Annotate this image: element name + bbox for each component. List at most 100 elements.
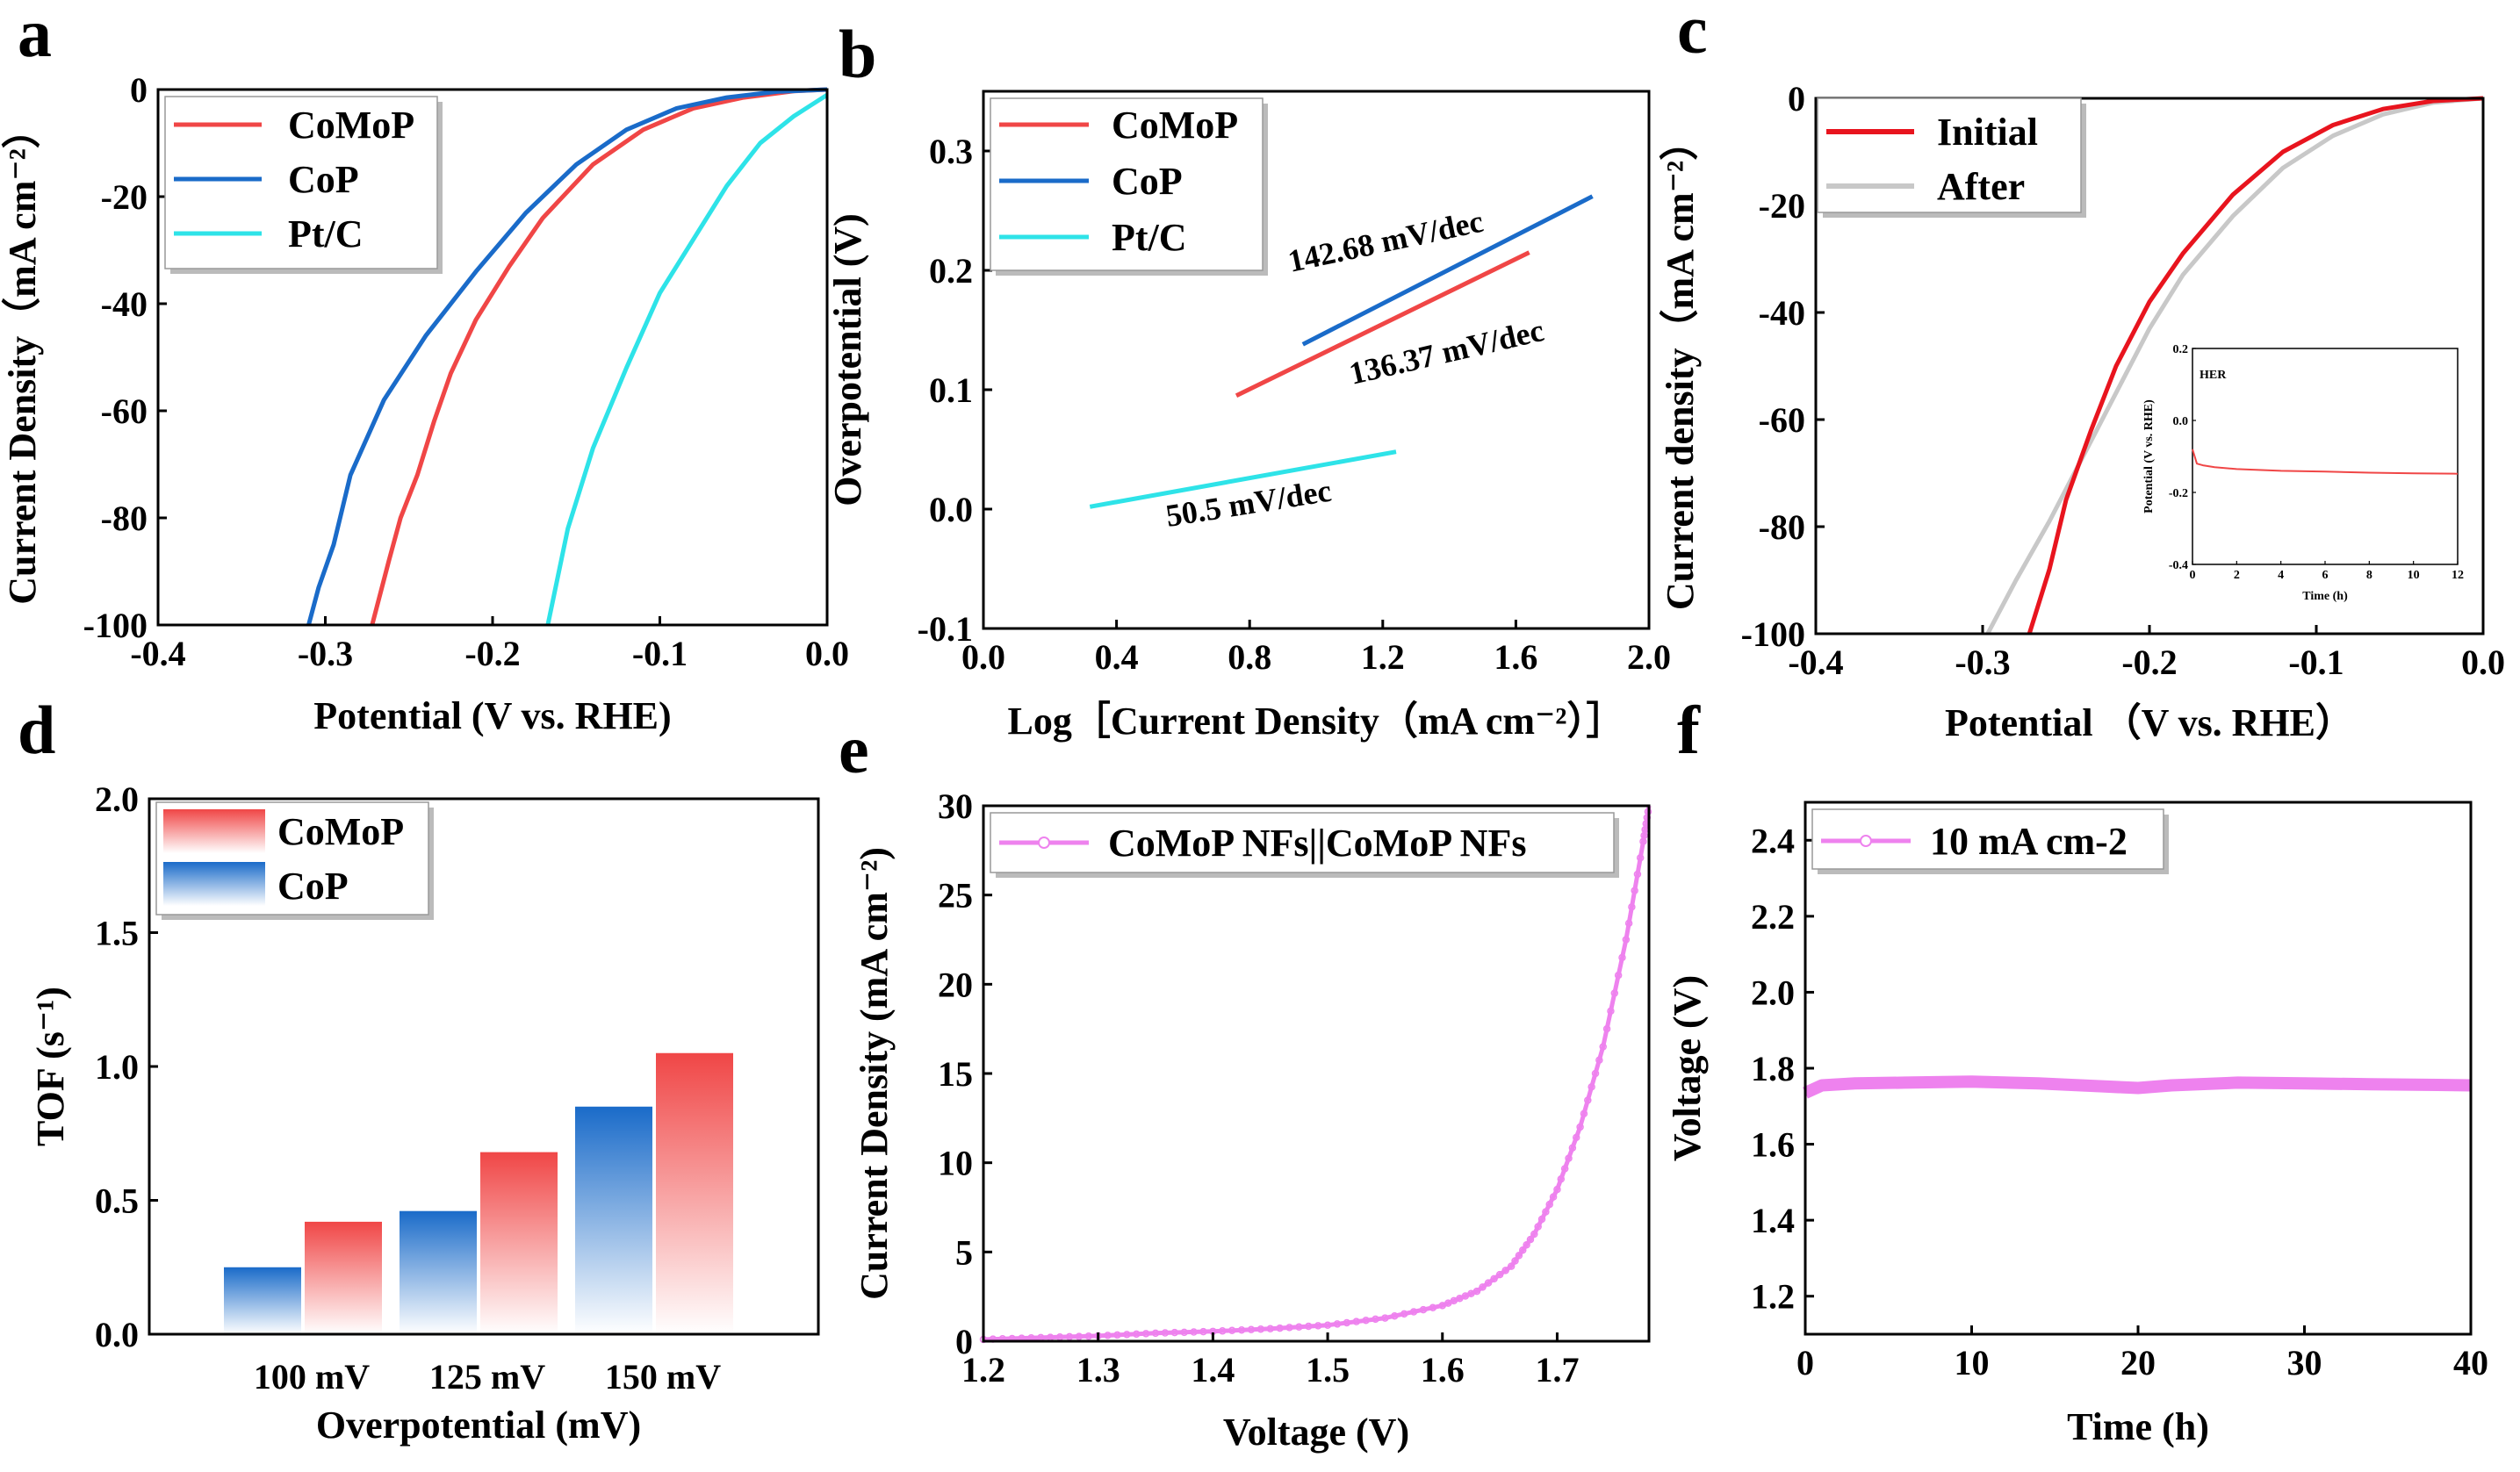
e-data-marker [1084, 1332, 1093, 1340]
e-data-marker [1636, 854, 1645, 862]
e-data-marker [1419, 1305, 1428, 1314]
f-plot-frame [1804, 801, 2473, 1336]
e-data-marker [1490, 1275, 1498, 1283]
e-data-marker [1495, 1270, 1504, 1279]
e-data-marker [1123, 1331, 1131, 1339]
c-ytick-label: 0 [1788, 79, 1805, 118]
e-data-marker [1323, 1321, 1332, 1329]
a-legend-label: CoMoP [288, 104, 414, 147]
d-legend-label: CoP [277, 865, 349, 908]
e-data-marker [1591, 1069, 1600, 1078]
e-y-axis-label: Current Density (mA cm⁻²) [853, 847, 896, 1300]
a-xtick-label: -0.2 [464, 634, 520, 673]
e-data-marker [1624, 919, 1633, 928]
panel-d: 100 mV 125 mV 150 mV 0.0 0.5 1.0 1.5 2.0 Overpot… [29, 779, 820, 1447]
f-xtick-label: 10 [1955, 1343, 1990, 1382]
e-data-marker [1381, 1314, 1389, 1322]
b-ytick-label: 0.0 [929, 490, 973, 529]
e-data-marker [1614, 971, 1623, 980]
panel-a: -0.4 -0.3 -0.2 -0.1 0.0 0 -20 -40 -60 -80 -100 Pote… [1, 70, 849, 737]
e-ytick-label: 30 [938, 786, 973, 826]
e-data-marker [1075, 1332, 1084, 1340]
c-legend-label: Initial [1937, 111, 2038, 154]
e-data-marker [1588, 1083, 1595, 1091]
c-xtick-label: 0.0 [2461, 643, 2505, 682]
e-data-marker [1628, 902, 1636, 911]
c-xtick-label: -0.1 [2288, 643, 2344, 682]
panel-label-b: b [839, 16, 876, 92]
b-x-axis-label: Log［Current Density（mA cm⁻²）］ [1008, 700, 1625, 743]
a-legend-label: CoP [288, 158, 359, 201]
e-data-marker [1572, 1133, 1580, 1142]
b-legend-box [990, 97, 1264, 271]
e-series-line [983, 805, 1652, 1342]
c-ytick-label: -80 [1759, 507, 1805, 547]
f-xtick-label: 0 [1796, 1343, 1814, 1382]
e-data-marker [1266, 1325, 1274, 1333]
a-ytick-label: -100 [83, 606, 148, 645]
e-data-marker [1622, 936, 1631, 944]
b-series-line-cop [1301, 194, 1594, 347]
e-data-marker [1295, 1323, 1303, 1331]
c-ytick-label: -40 [1759, 293, 1805, 333]
d-bar-cop [575, 1106, 652, 1334]
e-data-marker [1602, 1024, 1611, 1033]
e-xtick-label: 1.2 [961, 1350, 1005, 1389]
f-legend-marker [1860, 835, 1872, 847]
panel-label-e: e [839, 711, 869, 787]
c-xtick-label: -0.3 [1955, 643, 2010, 682]
d-legend-label: CoMoP [277, 810, 404, 853]
c-y-axis-label: Current density（mA cm⁻²） [1659, 122, 1702, 610]
c-inset-series-line [2192, 449, 2459, 475]
d-bar-comop [480, 1152, 558, 1334]
e-data-marker [1285, 1324, 1293, 1332]
e-data-marker [1584, 1096, 1592, 1104]
f-x-axis-label: Time (h) [2067, 1405, 2209, 1448]
b-xtick-label: 0.8 [1228, 637, 1271, 677]
e-data-marker [1104, 1332, 1112, 1339]
a-series-line-cop [306, 87, 828, 626]
a-ytick-label: -60 [101, 391, 148, 431]
c-xtick-label: -0.4 [1788, 643, 1843, 682]
e-data-marker [1391, 1311, 1399, 1320]
d-ytick-label: 0.0 [95, 1315, 139, 1354]
c-inset-xtick-label: 8 [2366, 569, 2372, 582]
f-xtick-label: 30 [2287, 1343, 2322, 1382]
e-data-marker [1599, 1043, 1607, 1051]
c-inset-y-axis-label: Potential (V vs. RHE) [2142, 399, 2156, 513]
e-data-marker [1113, 1331, 1121, 1339]
e-data-marker [1618, 953, 1626, 962]
d-legend-swatch-comop [163, 809, 265, 853]
c-inset-x-axis-label: Time (h) [2302, 590, 2348, 603]
e-data-marker [1161, 1329, 1170, 1337]
e-data-marker [1484, 1279, 1493, 1287]
b-plot-frame [982, 90, 1651, 630]
c-inset-xtick-label: 2 [2234, 569, 2240, 582]
e-data-marker [1580, 1109, 1588, 1117]
f-ytick-label: 1.2 [1751, 1277, 1795, 1317]
e-ytick-label: 15 [938, 1054, 973, 1094]
e-data-marker [1511, 1257, 1519, 1265]
e-legend-box [990, 812, 1615, 873]
a-ytick-label: -20 [101, 177, 148, 217]
b-ytick-label: 0.1 [929, 370, 973, 410]
e-xtick-label: 1.3 [1076, 1350, 1120, 1389]
d-ytick-label: 1.5 [95, 914, 139, 953]
panel-label-d: d [18, 692, 55, 768]
b-series-line-ptc [1089, 449, 1397, 509]
f-ytick-label: 1.6 [1751, 1125, 1795, 1165]
a-xtick-label: 0.0 [805, 634, 849, 673]
e-data-marker [1247, 1325, 1256, 1334]
d-category-label: 150 mV [605, 1357, 721, 1397]
d-bar-comop [656, 1052, 733, 1334]
b-legend-label: Pt/C [1112, 216, 1187, 259]
e-data-marker [1545, 1200, 1553, 1209]
e-data-marker [1151, 1329, 1160, 1338]
a-xtick-label: -0.4 [130, 634, 185, 673]
c-inset-ytick-label: -0.2 [2169, 487, 2188, 500]
e-data-marker [1141, 1330, 1150, 1338]
b-legend-label: CoMoP [1112, 104, 1238, 147]
b-ytick-label: -0.1 [918, 609, 973, 649]
e-data-marker [1631, 887, 1638, 894]
c-inset-frame [2192, 348, 2459, 565]
